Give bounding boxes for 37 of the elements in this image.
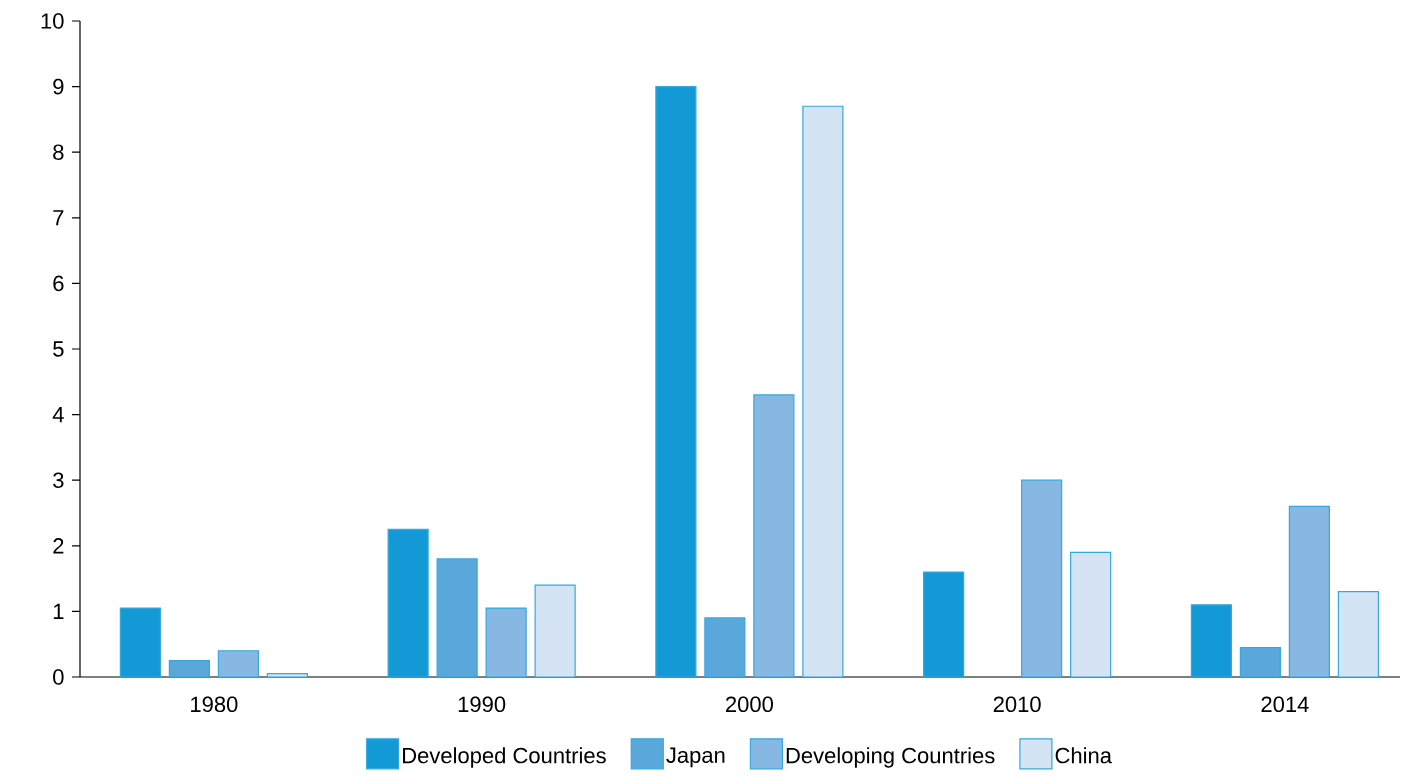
bar: [387, 528, 429, 677]
bar: [802, 105, 844, 677]
legend-label: Developing Countries: [786, 747, 995, 768]
x-tick-label: 2010: [993, 696, 1041, 713]
y-tick-label: 7: [53, 210, 64, 226]
legend-label: Developed Countries: [403, 747, 606, 768]
y-tick-label: 9: [53, 78, 64, 95]
bar: [119, 607, 161, 677]
y-tick-label: 5: [53, 341, 64, 357]
bar: [217, 650, 259, 677]
y-tick-label: 1: [53, 603, 64, 619]
x-tick-label: 2014: [1261, 696, 1309, 713]
bar: [655, 85, 697, 677]
x-tick-label: 1980: [191, 696, 238, 713]
legend-label: China: [1055, 747, 1112, 764]
y-tick-label: 2: [53, 538, 64, 554]
y-tick-label: 10: [41, 13, 64, 29]
bar: [704, 617, 746, 677]
bar: [1288, 505, 1330, 677]
bar: [485, 607, 527, 677]
bar: [923, 571, 965, 677]
bar: [753, 394, 795, 677]
bar: [436, 558, 478, 677]
legend-label: Japan: [666, 747, 725, 768]
y-tick-label: 0: [53, 669, 64, 685]
bar: [1337, 591, 1379, 677]
y-tick-label: 3: [53, 472, 64, 488]
y-tick-label: 4: [52, 407, 64, 423]
x-tick-label: 2000: [726, 696, 773, 713]
bar: [1070, 551, 1112, 677]
bar: [1021, 479, 1063, 677]
bar: [534, 584, 576, 677]
bar: [1190, 604, 1232, 677]
y-tick-label: 6: [53, 275, 64, 292]
x-tick-label: 1990: [458, 696, 506, 713]
bar: [1239, 646, 1281, 677]
y-tick-label: 8: [53, 144, 64, 160]
